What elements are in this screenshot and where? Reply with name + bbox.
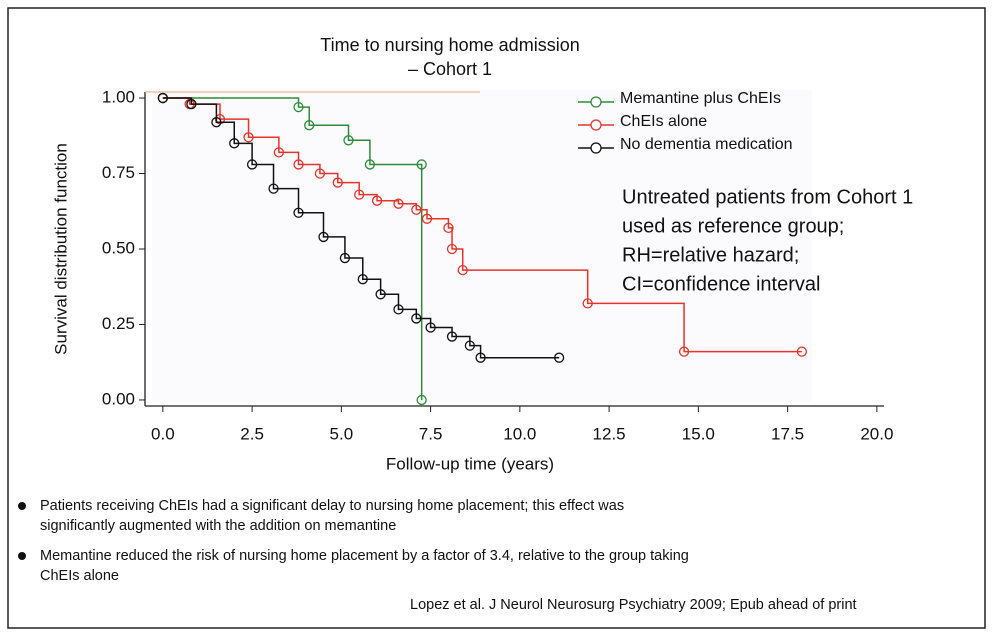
censor-marker (464, 340, 476, 351)
bullet-text: Memantine reduced the risk of nursing ho… (40, 548, 689, 564)
legend-marker (590, 96, 602, 108)
censor-marker (416, 394, 427, 406)
annotation: CI=confidence interval (622, 273, 820, 295)
x-tick-label: 20.0 (860, 424, 893, 443)
censor-marker (211, 117, 222, 128)
censor-marker (304, 120, 315, 131)
censor-marker (411, 313, 422, 324)
censor-marker (393, 304, 404, 315)
censor-marker (393, 198, 404, 209)
censor-marker (582, 298, 593, 309)
y-tick-label: 1.00 (102, 88, 135, 107)
censor-marker (293, 101, 304, 113)
bullet-text: significantly augmented with the additio… (40, 518, 396, 534)
censor-marker (354, 189, 365, 200)
censor-marker (273, 147, 285, 158)
annotation: used as reference group; (622, 215, 844, 237)
x-tick-label: 0.0 (151, 424, 175, 443)
censor-marker (421, 213, 433, 224)
censor-marker (371, 195, 383, 206)
censor-marker (678, 346, 690, 357)
censor-marker (796, 346, 808, 357)
x-tick-label: 15.0 (682, 424, 715, 443)
chart-title: Time to nursing home admission (320, 35, 579, 55)
censor-marker (425, 322, 436, 333)
annotation: RH=relative hazard; (622, 244, 799, 266)
censor-marker (268, 183, 279, 194)
y-tick-label: 0.50 (102, 238, 135, 257)
censor-marker (246, 159, 258, 170)
censor-marker (357, 274, 368, 285)
x-axis-title: Follow-up time (years) (386, 454, 554, 473)
censor-marker (318, 231, 329, 243)
censor-marker (293, 207, 304, 218)
censor-marker (229, 138, 240, 149)
x-tick-label: 12.5 (593, 424, 626, 443)
legend-marker (590, 119, 602, 131)
bullet-dot (18, 502, 26, 510)
legend-label: No dementia medication (620, 136, 793, 153)
censor-marker (186, 98, 197, 110)
legend-label: ChEIs alone (620, 113, 707, 130)
y-tick-label: 0.25 (102, 314, 135, 333)
x-tick-label: 2.5 (240, 424, 264, 443)
censor-marker (446, 331, 458, 342)
x-tick-label: 10.0 (503, 424, 536, 443)
censor-marker (332, 177, 343, 188)
annotation: Untreated patients from Cohort 1 (622, 186, 913, 208)
censor-marker (214, 114, 226, 125)
bullet-dot (18, 552, 26, 560)
survival-line (162, 97, 423, 400)
y-tick-label: 0.00 (102, 389, 135, 408)
censor-marker (243, 132, 254, 143)
slide-border (7, 7, 986, 629)
plot-background (152, 90, 812, 402)
citation: Lopez et al. J Neurol Neurosurg Psychiat… (410, 597, 857, 613)
censor-marker (339, 252, 351, 264)
x-tick-label: 5.0 (330, 424, 354, 443)
censor-marker (314, 168, 326, 179)
survival-line (162, 97, 802, 353)
censor-marker (443, 222, 454, 234)
x-tick-label: 17.5 (771, 424, 804, 443)
y-tick-label: 0.75 (102, 163, 135, 182)
bullet-text: Patients receiving ChEIs had a significa… (40, 498, 624, 514)
y-axis-title: Survival distribution function (51, 143, 70, 355)
chart-title: – Cohort 1 (408, 59, 492, 79)
legend-label: Memantine plus ChEIs (620, 90, 781, 107)
censor-marker (553, 352, 565, 363)
censor-marker (475, 352, 486, 363)
x-tick-label: 7.5 (419, 424, 443, 443)
censor-marker (411, 204, 422, 215)
legend-marker (590, 142, 602, 154)
bullet-text: ChEIs alone (40, 568, 119, 584)
censor-marker (375, 289, 386, 300)
censor-marker (293, 159, 304, 170)
censor-marker (157, 92, 169, 104)
censor-marker (364, 159, 376, 170)
censor-marker (416, 159, 427, 170)
censor-marker (446, 243, 458, 255)
censor-marker (343, 135, 354, 146)
censor-marker (457, 264, 468, 276)
